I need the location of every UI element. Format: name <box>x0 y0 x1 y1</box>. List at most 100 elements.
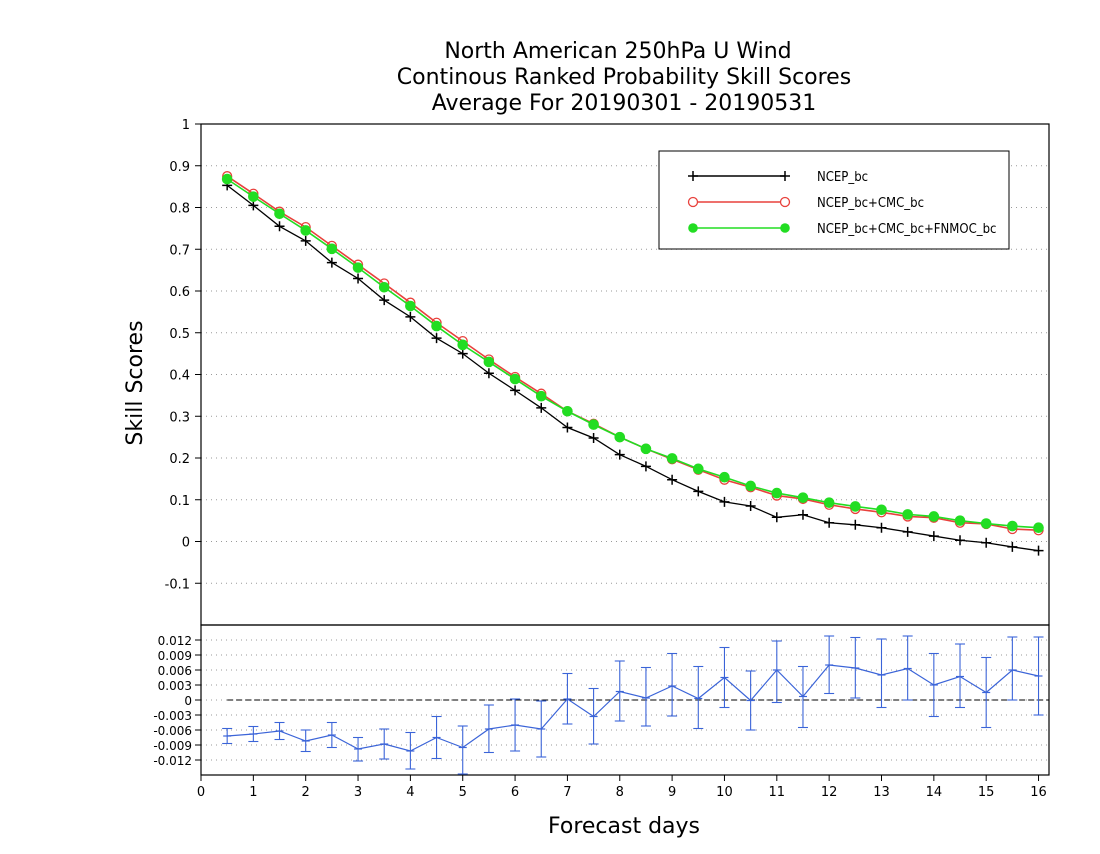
x-axis-label: Forecast days <box>548 814 700 839</box>
data-point-3 <box>588 419 599 430</box>
legend-marker-2 <box>779 196 791 208</box>
x-tick-label: 15 <box>978 785 995 800</box>
data-point-1 <box>326 257 337 268</box>
data-point-1 <box>640 461 651 472</box>
legend-marker-3 <box>688 223 698 233</box>
x-tick-label: 6 <box>511 785 519 800</box>
data-point-1 <box>562 422 573 433</box>
data-point-3 <box>221 173 233 185</box>
data-point-1 <box>274 221 285 232</box>
data-point-3 <box>562 405 573 417</box>
x-tick-label: 5 <box>459 785 467 800</box>
y-tick-label: 0.1 <box>169 494 190 509</box>
data-point-3 <box>666 453 678 464</box>
data-point-1 <box>510 385 521 396</box>
y-tick-label: 0.9 <box>169 160 190 175</box>
data-point-3 <box>954 515 966 526</box>
data-point-1 <box>536 402 547 413</box>
data-point-3 <box>352 262 364 273</box>
y-tick-label: 0.009 <box>158 649 192 663</box>
data-point-1 <box>824 517 835 528</box>
y-tick-label: 0 <box>182 536 190 551</box>
legend-box <box>658 150 1010 250</box>
data-point-1 <box>248 200 259 211</box>
y-tick-label: -0.006 <box>153 724 192 738</box>
data-point-1 <box>353 273 364 284</box>
x-tick-label: 7 <box>563 785 571 800</box>
y-tick-label: 0.7 <box>169 243 190 258</box>
y-tick-label: 0.003 <box>158 679 192 693</box>
data-point-3 <box>745 480 756 492</box>
data-point-3 <box>509 373 521 385</box>
chart-title-line1: North American 250hPa U Wind <box>444 39 791 64</box>
data-point-3 <box>823 497 835 508</box>
y-tick-label: 0 <box>184 694 192 708</box>
y-tick-label: 0.012 <box>158 634 192 648</box>
data-point-3 <box>300 225 311 236</box>
data-point-3 <box>248 191 259 202</box>
y-tick-label: 0.4 <box>169 369 190 384</box>
data-point-1 <box>405 311 416 322</box>
x-tick-label: 2 <box>302 785 310 800</box>
chart-title-line2: Continous Ranked Probability Skill Score… <box>397 65 851 90</box>
legend-label-3: NCEP_bc+CMC_bc+FNMOC_bc <box>817 222 996 237</box>
legend-marker-2 <box>687 196 699 208</box>
legend-label-1: NCEP_bc <box>817 170 868 185</box>
x-tick-label: 1 <box>249 785 257 800</box>
legend-marker-1 <box>688 171 698 181</box>
data-point-3 <box>980 518 992 529</box>
y-tick-label: 0.006 <box>158 664 192 678</box>
y-tick-label: 0.3 <box>169 410 190 425</box>
difference-plot: -0.012-0.009-0.006-0.00300.0030.0060.009… <box>153 624 1050 800</box>
data-point-1 <box>300 235 311 246</box>
data-point-1 <box>431 333 442 344</box>
data-point-3 <box>1033 522 1044 534</box>
x-tick-label: 4 <box>406 785 414 800</box>
data-point-1 <box>1033 545 1044 556</box>
x-tick-label: 16 <box>1030 785 1047 800</box>
data-point-1 <box>771 512 782 523</box>
data-point-3 <box>535 390 547 402</box>
data-point-1 <box>719 496 730 507</box>
plot-frame <box>200 624 1050 776</box>
y-tick-label: 1 <box>182 118 190 133</box>
data-point-1 <box>902 526 913 537</box>
y-tick-label: 0.8 <box>169 202 190 217</box>
data-point-1 <box>588 432 599 443</box>
data-point-3 <box>692 463 704 475</box>
x-tick-label: 8 <box>616 785 624 800</box>
y-tick-label: -0.009 <box>153 739 192 753</box>
data-point-3 <box>1007 520 1018 532</box>
legend-marker-1 <box>780 171 790 181</box>
data-point-1 <box>981 537 992 548</box>
data-point-3 <box>640 443 652 455</box>
data-point-3 <box>431 320 442 332</box>
x-tick-label: 9 <box>668 785 676 800</box>
data-point-3 <box>876 504 887 516</box>
data-point-1 <box>614 449 625 460</box>
data-point-3 <box>483 356 495 368</box>
data-point-1 <box>693 486 704 497</box>
data-point-1 <box>379 295 390 306</box>
x-tick-label: 10 <box>716 785 733 800</box>
data-point-1 <box>955 535 966 546</box>
data-point-1 <box>667 474 678 485</box>
data-point-1 <box>457 348 468 359</box>
data-point-3 <box>405 300 416 312</box>
data-point-3 <box>719 471 730 483</box>
y-tick-label: 0.6 <box>169 285 190 300</box>
data-point-1 <box>745 501 756 512</box>
data-point-3 <box>274 208 285 220</box>
data-point-1 <box>1007 541 1018 552</box>
data-point-1 <box>876 522 887 533</box>
y-tick-label: -0.1 <box>165 577 190 592</box>
data-point-3 <box>797 492 809 503</box>
legend: NCEP_bc NCEP_bc+CMC_bc NCEP_bc+CMC_bc+FNMO… <box>658 150 1010 250</box>
y-tick-label: -0.012 <box>153 754 192 768</box>
legend-label-2: NCEP_bc+CMC_bc <box>817 196 924 211</box>
data-point-3 <box>614 431 626 443</box>
data-point-3 <box>902 509 913 520</box>
data-point-1 <box>797 509 808 520</box>
